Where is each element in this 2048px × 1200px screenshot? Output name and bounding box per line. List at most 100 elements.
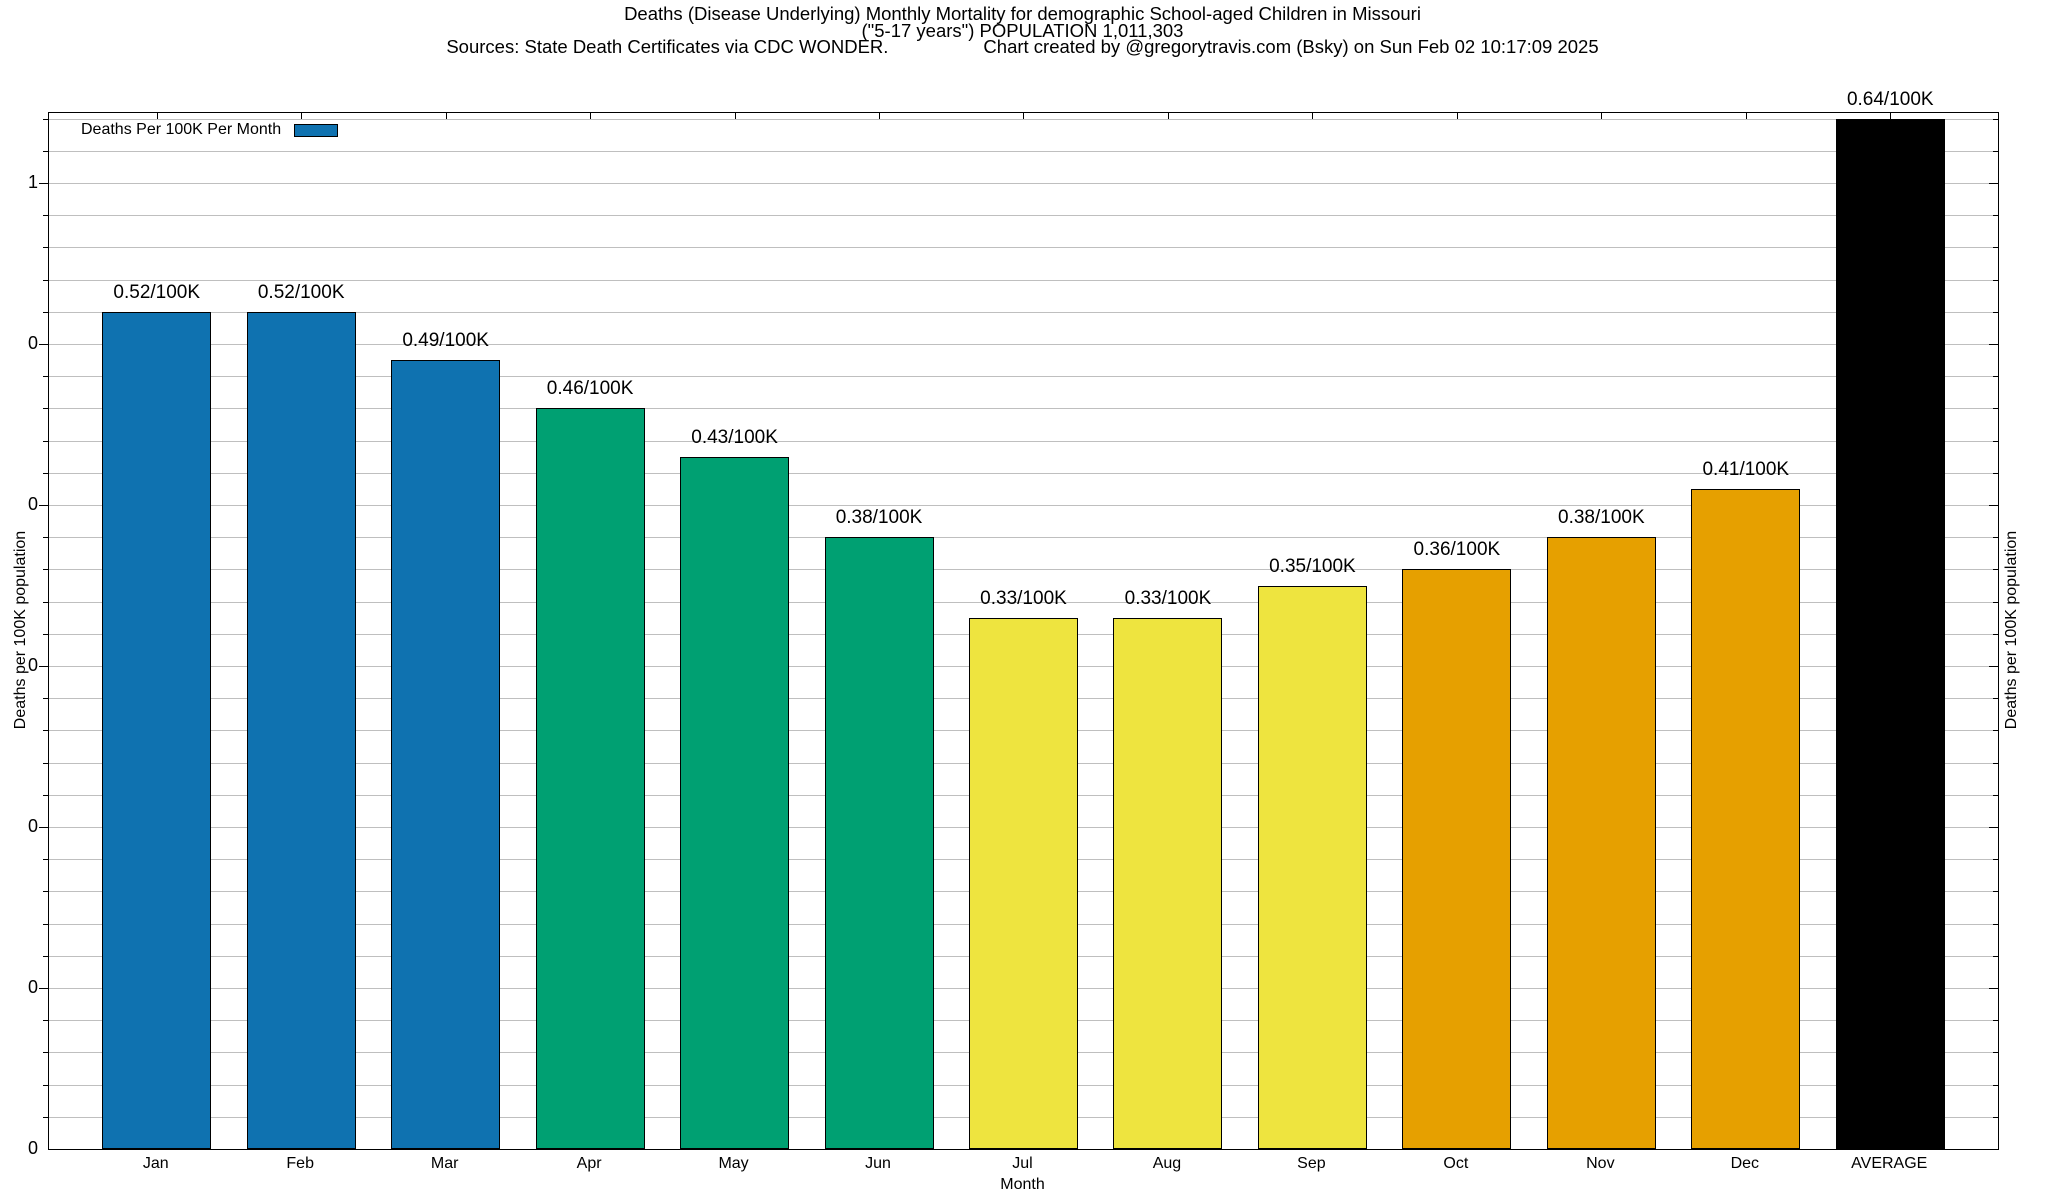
bar-value-label: 0.49/100K (402, 330, 489, 352)
bar-slot-feb: 0.52/100K (229, 113, 373, 1149)
gridline (49, 376, 1998, 378)
bar-value-label: 0.41/100K (1702, 458, 1790, 480)
bar-slot-mar: 0.49/100K (373, 113, 517, 1149)
x-axis-category-label: Apr (576, 1155, 602, 1172)
x-axis-category-label: Feb (286, 1155, 314, 1172)
bar-sep (1257, 585, 1367, 1149)
bar-nov (1546, 537, 1656, 1149)
y-tick-mark-right (1989, 666, 1998, 668)
gridline (49, 537, 1998, 539)
gridline (49, 183, 1998, 185)
chart-notes-line: Sources: State Death Certificates via CD… (48, 36, 1997, 57)
y-tick-mark-right (1993, 1116, 1998, 1118)
y-axis-title-left: Deaths per 100K population (12, 530, 29, 730)
x-tick-mark-top (156, 113, 158, 119)
x-axis-category-label: Jul (1012, 1155, 1033, 1172)
bar-value-label: 0.35/100K (1269, 555, 1356, 577)
x-tick-mark-top (879, 113, 881, 119)
y-tick-mark-right (1989, 827, 1998, 828)
x-tick-mark-top (1023, 113, 1025, 119)
gridline (49, 601, 1998, 603)
y-tick-mark-left (43, 279, 48, 281)
gridline (49, 344, 1998, 346)
y-tick-mark-left (43, 376, 48, 378)
y-tick-mark-left (43, 601, 48, 603)
x-axis-category-label: Dec (1730, 1155, 1760, 1172)
y-axis-tick-label: 0 (27, 977, 38, 997)
y-tick-mark-right (1993, 955, 1998, 957)
x-tick-mark-top (734, 113, 736, 119)
y-tick-mark-left (43, 537, 48, 539)
y-tick-mark-left (39, 505, 48, 507)
y-tick-mark-right (1993, 762, 1998, 764)
y-axis-tick-label: 0 (27, 816, 38, 836)
bar-slot-nov: 0.38/100K (1529, 113, 1673, 1149)
bar-jan (102, 311, 212, 1149)
bar-slot-average: 0.64/100K (1818, 89, 1962, 1149)
y-axis-tick-label: 0 (27, 1138, 38, 1158)
y-tick-mark-left (39, 666, 48, 668)
x-tick-mark-top (1601, 113, 1603, 119)
bar-oct (1402, 569, 1512, 1149)
y-tick-mark-right (1993, 633, 1998, 635)
title-block: Deaths (Disease Underlying) Monthly Mort… (48, 5, 1997, 57)
y-tick-mark-right (1993, 794, 1998, 796)
y-tick-mark-left (43, 1116, 48, 1118)
gridline (49, 150, 1998, 152)
x-tick-mark-top (301, 113, 303, 119)
x-axis-category-label: Sep (1297, 1155, 1326, 1172)
y-tick-mark-right (1993, 698, 1998, 700)
gridline (49, 472, 1998, 474)
y-tick-mark-left (39, 183, 48, 185)
y-tick-mark-left (43, 955, 48, 957)
y-tick-mark-left (43, 859, 48, 861)
bar-value-label: 0.64/100K (1846, 88, 1934, 110)
bar-value-label: 0.38/100K (835, 507, 923, 529)
credit-note: Chart created by @gregorytravis.com (Bsk… (983, 36, 1599, 57)
x-tick-mark-top (445, 113, 447, 119)
chart-subtitle: ("5-17 years") POPULATION 1,011,303 (861, 19, 1184, 41)
y-tick-mark-right (1993, 1052, 1998, 1054)
y-tick-mark-right (1993, 150, 1998, 152)
y-tick-mark-right (1993, 279, 1998, 281)
legend: Deaths Per 100K Per Month (81, 121, 339, 139)
y-tick-mark-left (43, 311, 48, 313)
y-tick-mark-left (39, 988, 48, 989)
y-tick-mark-left (43, 150, 48, 152)
y-tick-mark-left (43, 472, 48, 474)
x-axis-title: Month (1000, 1176, 1045, 1193)
y-tick-mark-left (43, 215, 48, 217)
bar-dec (1691, 488, 1801, 1149)
y-tick-mark-left (43, 923, 48, 925)
y-tick-mark-left (43, 730, 48, 732)
y-tick-mark-left (43, 698, 48, 700)
y-tick-mark-right (1993, 376, 1998, 378)
gridline (49, 247, 1998, 249)
y-tick-mark-right (1989, 988, 1998, 989)
gridline (49, 569, 1998, 571)
bar-value-label: 0.33/100K (1124, 587, 1212, 609)
y-tick-mark-right (1989, 505, 1998, 507)
bar-may (680, 456, 790, 1149)
x-axis-category-label: May (718, 1155, 749, 1172)
gridline (49, 311, 1998, 313)
y-tick-mark-left (43, 794, 48, 796)
x-axis-category-label: Aug (1152, 1155, 1182, 1172)
bar-jul (968, 617, 1078, 1149)
x-tick-mark-top (1745, 113, 1747, 119)
y-tick-mark-left (43, 569, 48, 571)
y-tick-mark-left (43, 247, 48, 249)
y-tick-mark-left (43, 762, 48, 764)
y-tick-mark-right (1993, 408, 1998, 410)
y-tick-mark-right (1993, 923, 1998, 925)
y-tick-mark-left (43, 118, 48, 120)
y-tick-mark-left (43, 1052, 48, 1054)
bar-value-label: 0.43/100K (691, 426, 778, 448)
legend-label: Deaths Per 100K Per Month (81, 121, 282, 138)
bar-jun (824, 537, 934, 1149)
gridline (49, 505, 1998, 507)
bar-slot-jun: 0.38/100K (807, 113, 951, 1149)
gridline (49, 215, 1998, 217)
x-tick-mark-top (590, 113, 592, 119)
